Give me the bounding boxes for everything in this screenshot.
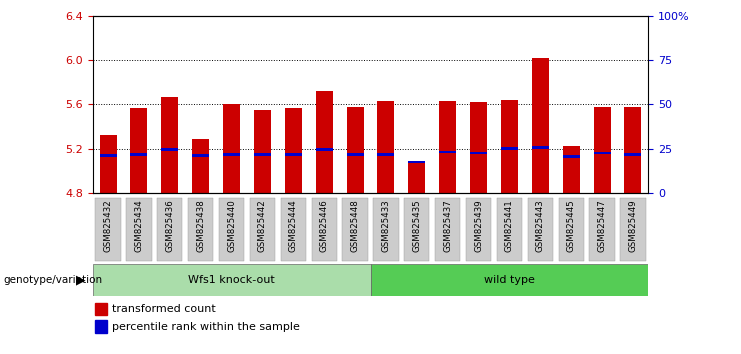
Text: GSM825448: GSM825448 xyxy=(350,200,359,252)
FancyBboxPatch shape xyxy=(435,198,460,261)
Bar xyxy=(316,148,333,151)
Bar xyxy=(562,147,579,193)
Bar xyxy=(625,153,642,156)
FancyBboxPatch shape xyxy=(219,198,245,261)
FancyBboxPatch shape xyxy=(404,198,430,261)
Bar xyxy=(408,161,425,163)
FancyBboxPatch shape xyxy=(250,198,275,261)
FancyBboxPatch shape xyxy=(496,198,522,261)
Text: GSM825440: GSM825440 xyxy=(227,200,236,252)
FancyBboxPatch shape xyxy=(370,264,648,296)
Bar xyxy=(439,101,456,193)
Text: genotype/variation: genotype/variation xyxy=(4,275,103,285)
Text: GSM825437: GSM825437 xyxy=(443,200,452,252)
Bar xyxy=(130,153,147,156)
Text: GSM825436: GSM825436 xyxy=(165,200,174,252)
Bar xyxy=(408,163,425,193)
Bar xyxy=(594,107,611,193)
FancyBboxPatch shape xyxy=(93,264,370,296)
Text: GSM825438: GSM825438 xyxy=(196,200,205,252)
FancyBboxPatch shape xyxy=(589,198,615,261)
Text: wild type: wild type xyxy=(484,275,535,285)
FancyBboxPatch shape xyxy=(157,198,182,261)
Bar xyxy=(501,100,518,193)
FancyBboxPatch shape xyxy=(188,198,213,261)
Bar xyxy=(285,153,302,156)
Bar xyxy=(96,303,107,315)
Bar xyxy=(192,154,209,157)
Text: GSM825446: GSM825446 xyxy=(319,200,329,252)
Bar xyxy=(99,154,116,157)
Bar xyxy=(439,150,456,153)
Text: ▶: ▶ xyxy=(76,274,85,286)
Bar xyxy=(347,153,364,156)
Text: GSM825435: GSM825435 xyxy=(412,200,422,252)
Bar xyxy=(96,320,107,333)
Bar xyxy=(377,153,394,156)
Bar xyxy=(99,135,116,193)
Bar xyxy=(470,152,487,154)
FancyBboxPatch shape xyxy=(96,198,121,261)
FancyBboxPatch shape xyxy=(528,198,553,261)
FancyBboxPatch shape xyxy=(342,198,368,261)
Bar xyxy=(532,58,549,193)
Bar xyxy=(594,152,611,154)
Bar xyxy=(501,147,518,150)
Text: GSM825434: GSM825434 xyxy=(134,200,144,252)
Bar xyxy=(162,148,179,151)
FancyBboxPatch shape xyxy=(126,198,152,261)
Text: GSM825442: GSM825442 xyxy=(258,200,267,252)
Bar xyxy=(316,91,333,193)
Bar xyxy=(625,107,642,193)
Text: GSM825432: GSM825432 xyxy=(104,200,113,252)
Bar xyxy=(254,153,271,156)
FancyBboxPatch shape xyxy=(466,198,491,261)
FancyBboxPatch shape xyxy=(559,198,584,261)
Text: GSM825449: GSM825449 xyxy=(628,200,637,252)
Text: GSM825445: GSM825445 xyxy=(567,200,576,252)
Text: GSM825443: GSM825443 xyxy=(536,200,545,252)
Bar xyxy=(470,102,487,193)
Bar xyxy=(130,108,147,193)
Text: GSM825433: GSM825433 xyxy=(382,200,391,252)
FancyBboxPatch shape xyxy=(620,198,645,261)
Text: Wfs1 knock-out: Wfs1 knock-out xyxy=(188,275,275,285)
Text: GSM825447: GSM825447 xyxy=(597,200,607,252)
Bar xyxy=(532,146,549,149)
Bar xyxy=(192,139,209,193)
FancyBboxPatch shape xyxy=(281,198,306,261)
Text: transformed count: transformed count xyxy=(112,304,216,314)
Text: GSM825439: GSM825439 xyxy=(474,200,483,252)
Bar xyxy=(223,104,240,193)
Bar xyxy=(223,153,240,156)
Text: GSM825444: GSM825444 xyxy=(289,200,298,252)
Bar xyxy=(562,155,579,158)
Bar xyxy=(377,101,394,193)
Text: percentile rank within the sample: percentile rank within the sample xyxy=(112,321,300,332)
FancyBboxPatch shape xyxy=(311,198,337,261)
Bar xyxy=(285,108,302,193)
Bar xyxy=(347,107,364,193)
Bar xyxy=(162,97,179,193)
FancyBboxPatch shape xyxy=(373,198,399,261)
Text: GSM825441: GSM825441 xyxy=(505,200,514,252)
Bar xyxy=(254,110,271,193)
